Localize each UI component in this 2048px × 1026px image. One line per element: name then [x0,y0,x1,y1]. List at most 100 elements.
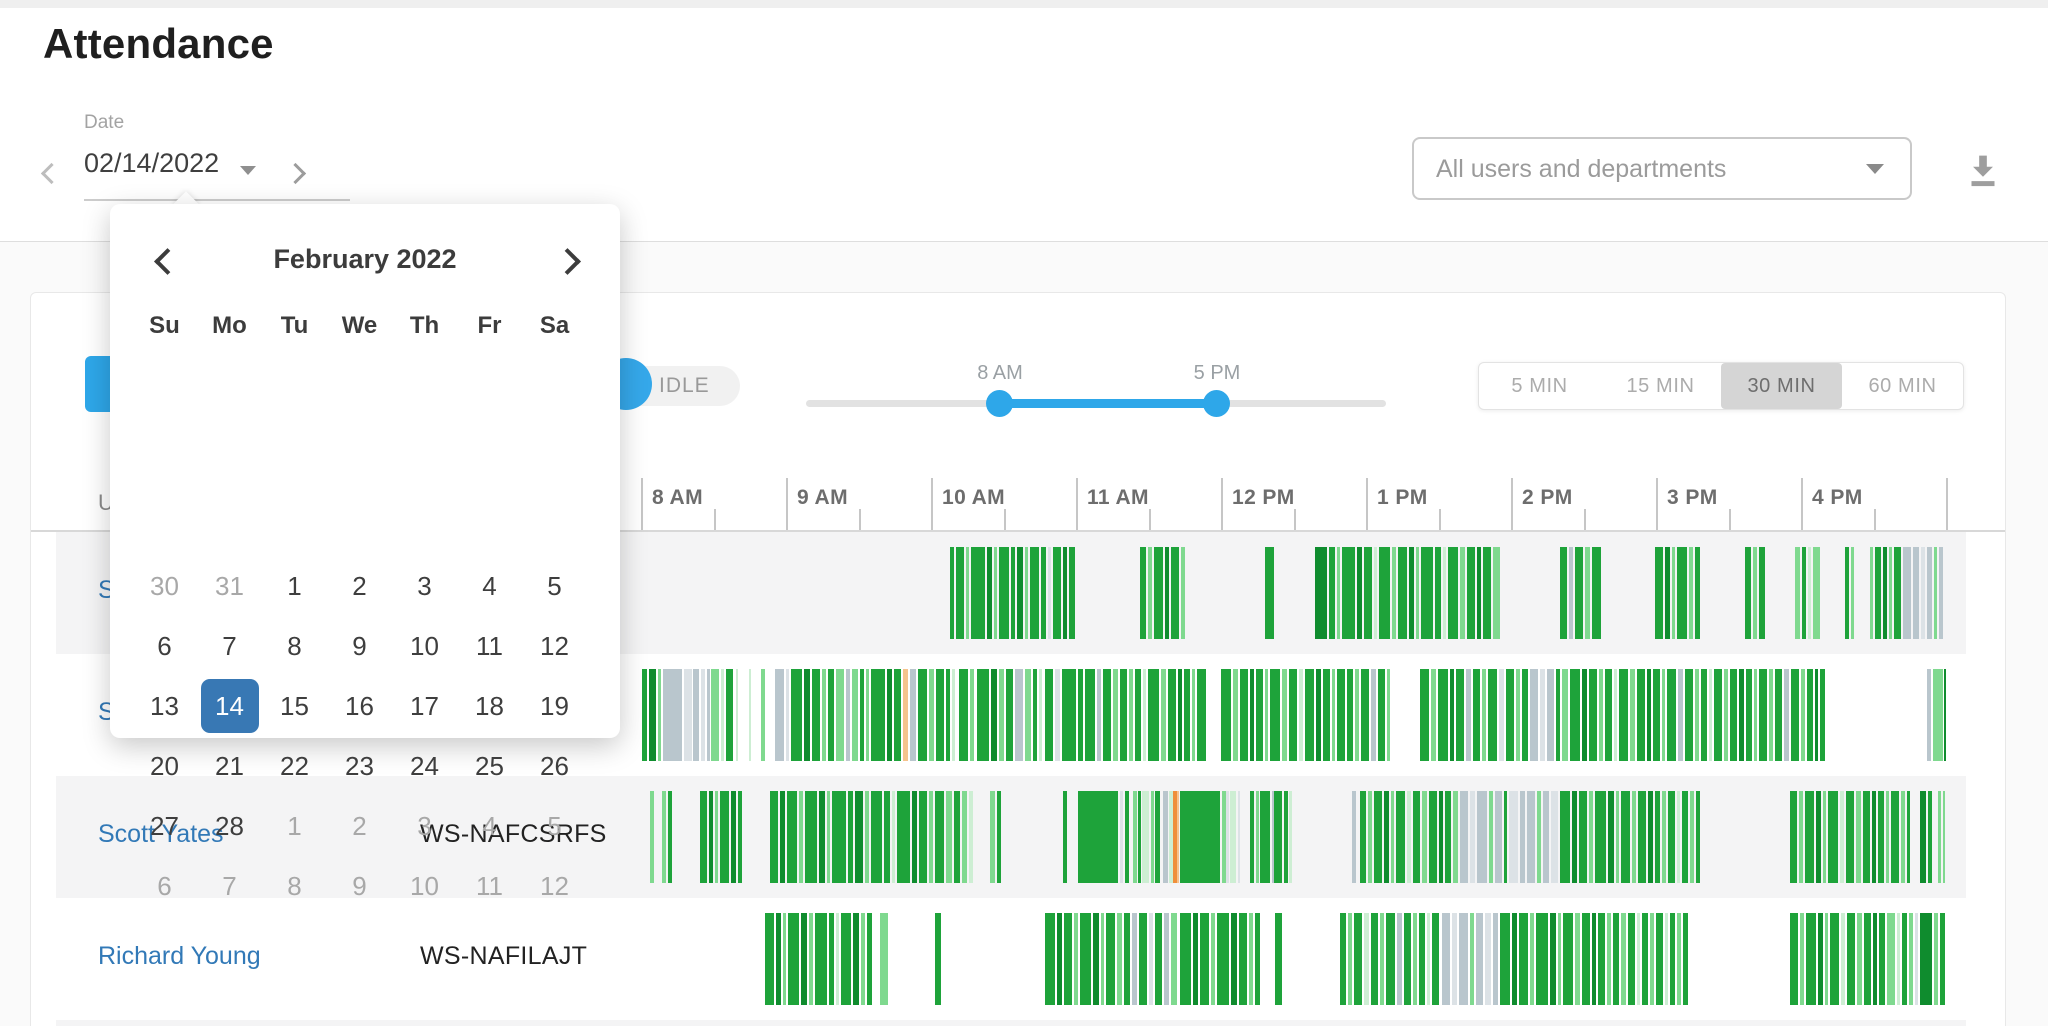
activity-segment [959,669,968,761]
calendar-day[interactable]: 1 [287,570,302,601]
date-dropdown-caret-icon[interactable] [240,166,256,175]
calendar-day[interactable]: 22 [280,750,309,781]
calendar-day[interactable]: 1 [287,810,302,841]
user-link[interactable]: Scott Yates [98,820,224,848]
calendar-day[interactable]: 12 [540,870,569,901]
activity-segment [1753,547,1757,639]
activity-segment [1452,913,1457,1005]
interval-button-30-min[interactable]: 30 MIN [1721,363,1842,409]
activity-segment [1818,913,1823,1005]
calendar-day[interactable]: 28 [215,810,244,841]
activity-segment [1575,547,1583,639]
activity-segment [1211,913,1215,1005]
activity-segment [1169,791,1173,883]
activity-segment [1815,669,1818,761]
activity-segment [1579,791,1587,883]
calendar-day[interactable]: 3 [417,810,432,841]
activity-segment [1823,791,1826,883]
calendar-day[interactable]: 5 [547,570,562,601]
calendar-day[interactable]: 23 [345,750,374,781]
calendar-day[interactable]: 2 [352,570,367,601]
activity-segment [1080,913,1091,1005]
activity-segment [1274,791,1282,883]
calendar-day[interactable]: 4 [482,570,497,601]
slider-end-handle[interactable] [1203,390,1230,417]
slider-start-handle[interactable] [986,390,1013,417]
activity-strip [641,791,1946,883]
activity-segment [1650,913,1654,1005]
activity-segment [1030,547,1039,639]
activity-segment [1467,547,1475,639]
interval-button-60-min[interactable]: 60 MIN [1868,374,1937,397]
activity-segment [1329,547,1335,639]
calendar-day[interactable]: 19 [540,690,569,721]
activity-segment [1662,669,1665,761]
date-input[interactable]: 02/14/2022 [84,148,220,178]
calendar-day[interactable]: 27 [150,810,179,841]
calendar-day[interactable]: 24 [410,750,439,781]
activity-segment [1872,791,1876,883]
interval-button-5-min[interactable]: 5 MIN [1511,374,1568,397]
activity-segment [1875,547,1881,639]
calendar-day[interactable]: 3 [417,570,432,601]
calendar-weekday-label: Th [409,312,440,339]
calendar-day[interactable]: 4 [482,810,497,841]
activity-segment [946,669,950,761]
activity-segment [658,669,661,761]
calendar-day[interactable]: 25 [475,750,504,781]
activity-segment [1149,913,1153,1005]
calendar-day[interactable]: 8 [287,630,302,661]
calendar-day[interactable]: 30 [150,570,179,601]
calendar-day[interactable]: 18 [475,690,504,721]
calendar-day[interactable]: 2 [352,810,367,841]
activity-segment [1493,913,1498,1005]
activity-segment [1897,913,1900,1005]
activity-segment [1879,913,1885,1005]
calendar-day[interactable]: 6 [157,870,172,901]
calendar-day[interactable]: 16 [345,690,374,721]
calendar-day[interactable]: 20 [150,750,179,781]
activity-segment [1355,669,1359,761]
activity-segment [1870,547,1873,639]
calendar-day[interactable]: 9 [352,630,367,661]
activity-segment [1384,791,1389,883]
activity-segment [1443,547,1446,639]
user-link[interactable]: Richard Young [98,942,261,970]
activity-segment [1519,913,1528,1005]
interval-button-15-min[interactable]: 15 MIN [1626,374,1695,397]
calendar-day[interactable]: 10 [410,870,439,901]
calendar-day-selected[interactable]: 14 [197,676,262,736]
calendar-day[interactable]: 31 [215,570,244,601]
calendar-day[interactable]: 15 [280,690,309,721]
calendar-day[interactable]: 7 [222,630,237,661]
calendar-day[interactable]: 8 [287,870,302,901]
calendar-day[interactable]: 17 [410,690,439,721]
download-button[interactable] [1960,147,2006,193]
activity-segment [1069,547,1075,639]
calendar-day[interactable]: 12 [540,630,569,661]
activity-segment [1816,791,1821,883]
activity-segment [1039,669,1042,761]
calendar-day[interactable]: 9 [352,870,367,901]
calendar-day[interactable]: 26 [540,750,569,781]
activity-segment [1015,669,1023,761]
activity-segment [887,669,892,761]
calendar-day[interactable]: 7 [222,870,237,901]
activity-segment [1413,791,1420,883]
activity-segment [1500,913,1510,1005]
activity-segment [1845,547,1849,639]
calendar-day[interactable]: 21 [215,750,244,781]
users-filter-select[interactable] [1412,137,1912,200]
activity-segment [1543,791,1549,883]
calendar-day[interactable]: 11 [476,870,503,901]
calendar-day[interactable]: 13 [150,690,179,721]
calendar-day[interactable]: 10 [410,630,439,661]
filter-dropdown-caret-icon[interactable] [1866,164,1884,174]
activity-segment [1180,791,1220,883]
activity-segment [1429,791,1437,883]
calendar-day[interactable]: 5 [547,810,562,841]
calendar-day[interactable]: 11 [476,630,503,661]
activity-segment [1739,669,1744,761]
activity-segment [1106,913,1115,1005]
calendar-day[interactable]: 6 [157,630,172,661]
